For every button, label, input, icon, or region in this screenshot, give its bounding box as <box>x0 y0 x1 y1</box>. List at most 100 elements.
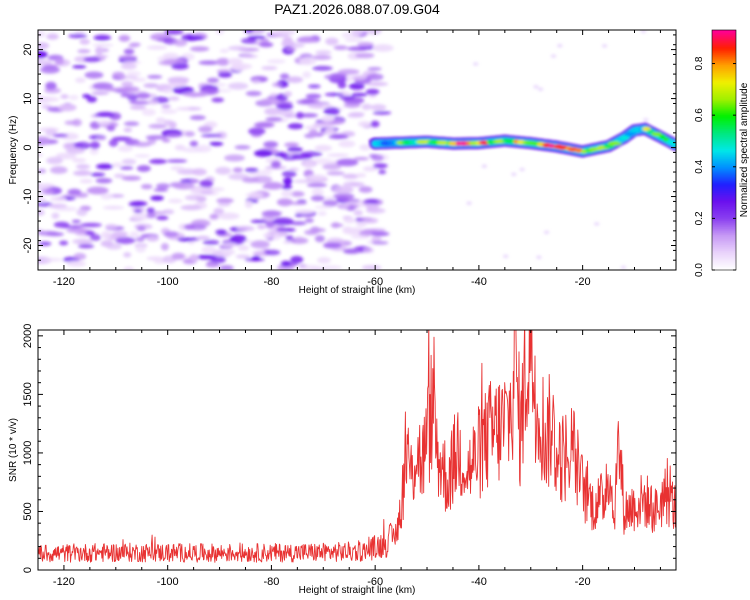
noise-blob <box>227 58 243 65</box>
noise-blob <box>100 193 114 200</box>
noise-blob <box>212 83 227 87</box>
noise-blob <box>51 212 60 219</box>
noise-blob <box>77 49 91 54</box>
noise-blob <box>129 105 147 110</box>
noise-blob <box>358 186 373 193</box>
noise-blob <box>50 166 68 174</box>
noise-blob <box>89 147 99 155</box>
noise-blob <box>168 96 180 101</box>
colorbar-segment <box>712 104 736 107</box>
noise-blob <box>254 149 273 157</box>
noise-blob <box>238 245 250 251</box>
y-tick-label: 20 <box>22 43 34 55</box>
noise-blob <box>205 262 220 268</box>
noise-blob <box>95 46 104 55</box>
noise-blob <box>133 141 152 147</box>
noise-blob <box>97 120 111 126</box>
colorbar-segment <box>712 40 736 43</box>
noise-blob <box>219 49 229 53</box>
noise-blob <box>171 63 189 70</box>
noise-blob <box>173 39 188 47</box>
noise-blob <box>245 90 262 97</box>
noise-blob <box>311 55 332 60</box>
colorbar-segment <box>712 230 736 233</box>
noise-blob <box>78 244 95 249</box>
noise-blob <box>96 163 114 170</box>
noise-blob <box>244 200 253 209</box>
noise-blob <box>147 75 163 79</box>
colorbar-segment <box>712 44 736 47</box>
noise-blob <box>252 255 261 262</box>
noise-blob <box>80 222 102 228</box>
noise-blob <box>215 166 232 175</box>
noise-blob <box>323 107 341 116</box>
noise-blob <box>310 195 325 202</box>
noise-blob <box>250 240 270 249</box>
noise-blob <box>272 82 282 87</box>
colorbar-segment <box>712 252 736 255</box>
noise-blob <box>221 243 237 248</box>
noise-blob <box>366 73 384 81</box>
noise-blob <box>115 236 136 245</box>
colorbar-segment <box>712 70 736 73</box>
noise-blob <box>215 229 227 235</box>
noise-blob <box>148 123 168 129</box>
noise-blob <box>75 170 91 176</box>
noise-blob <box>326 171 345 176</box>
noise-blob <box>361 103 372 111</box>
noise-blob <box>96 54 109 59</box>
noise-blob <box>371 154 384 162</box>
noise-blob <box>85 231 95 236</box>
noise-blob <box>180 204 202 211</box>
noise-blob <box>264 107 281 116</box>
colorbar-segment <box>712 66 736 69</box>
noise-blob <box>473 62 479 66</box>
noise-blob <box>64 120 79 126</box>
noise-blob <box>120 63 137 70</box>
noise-blob <box>199 87 220 96</box>
noise-blob <box>260 98 280 105</box>
noise-blob <box>216 198 234 204</box>
noise-blob <box>308 84 321 89</box>
noise-blob <box>336 158 359 167</box>
noise-blob <box>83 56 101 63</box>
noise-blob <box>377 44 389 50</box>
noise-blob <box>92 43 114 47</box>
noise-blob <box>341 32 360 39</box>
noise-blob <box>170 166 185 171</box>
noise-blob <box>95 178 113 184</box>
noise-blob <box>305 93 322 99</box>
noise-blob <box>352 75 367 80</box>
noise-blob <box>219 265 234 270</box>
noise-blob <box>344 38 364 43</box>
colorbar-segment <box>712 128 736 131</box>
y-tick-label: 0 <box>22 567 34 573</box>
noise-blob <box>184 194 205 201</box>
signal-trace <box>369 122 676 158</box>
noise-blob <box>322 199 338 207</box>
colorbar-segment <box>712 192 736 195</box>
noise-blob <box>209 141 224 146</box>
colorbar-segment <box>712 178 736 181</box>
colorbar-segment <box>712 38 736 41</box>
noise-blob <box>340 204 350 208</box>
x-tick-label: -20 <box>575 576 591 588</box>
noise-blob <box>350 234 370 239</box>
colorbar-segment <box>712 132 736 135</box>
noise-blob <box>643 118 649 122</box>
noise-blob <box>466 201 472 205</box>
noise-blob <box>160 243 169 251</box>
colorbar-segment <box>712 116 736 119</box>
noise-blob <box>216 58 231 66</box>
noise-blob <box>76 208 88 217</box>
colorbar-segment <box>712 48 736 51</box>
noise-blob <box>265 117 283 122</box>
noise-blob <box>186 35 205 41</box>
noise-blob <box>38 42 50 50</box>
noise-blob <box>160 109 178 114</box>
colorbar-segment <box>712 190 736 193</box>
colorbar-segment <box>712 158 736 161</box>
noise-blob <box>331 222 341 229</box>
noise-blob <box>367 228 386 233</box>
